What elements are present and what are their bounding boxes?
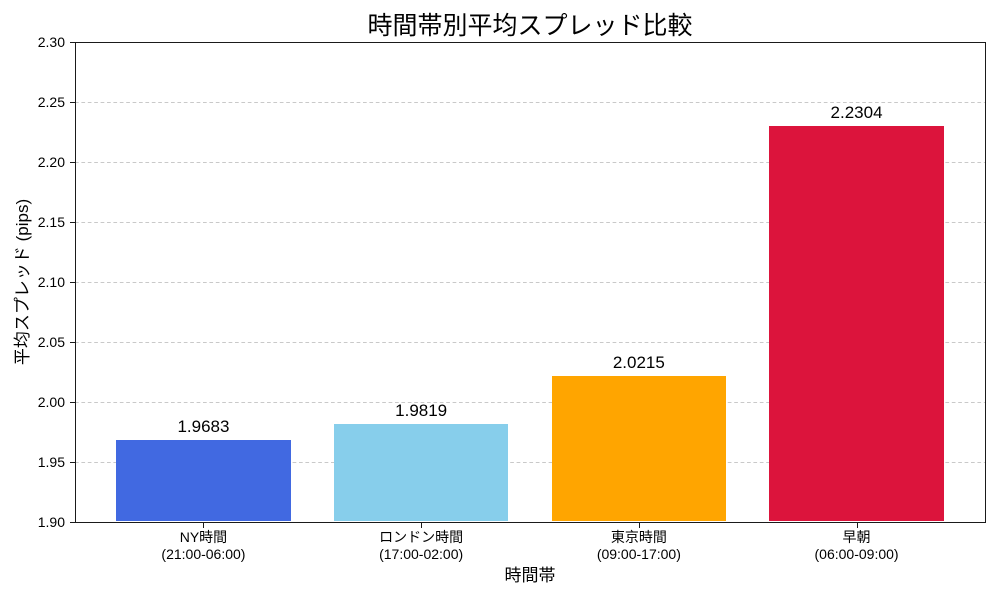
y-tick-label: 2.10 (37, 273, 65, 290)
bar-value-label: 1.9683 (177, 417, 230, 437)
bar-value-label: 2.0215 (612, 353, 665, 373)
x-tick-label: 早朝 (06:00-09:00) (814, 529, 899, 562)
y-tick-label: 2.15 (37, 213, 65, 230)
y-tick-label: 2.05 (37, 333, 65, 350)
x-tick-label: 東京時間 (09:00-17:00) (596, 529, 681, 562)
y-tick-label: 2.00 (37, 393, 65, 410)
y-tick-label: 2.30 (37, 33, 65, 50)
bar-value-label: 1.9819 (395, 400, 448, 420)
plot-area-border (75, 42, 986, 523)
y-tick-label: 2.25 (37, 93, 65, 110)
x-tick-label: NY時間 (21:00-06:00) (161, 529, 246, 562)
x-axis-label: 時間帯 (504, 566, 556, 585)
y-tick-label: 1.95 (37, 453, 65, 470)
x-tick-label: ロンドン時間 (17:00-02:00) (379, 529, 464, 562)
y-tick-label: 2.20 (37, 153, 65, 170)
chart-title: 時間帯別平均スプレッド比較 (367, 12, 693, 40)
y-axis-label-text: 平均スプレッド (pips) (13, 198, 32, 366)
bar-value-label: 2.2304 (830, 102, 883, 122)
y-tick-label: 1.90 (37, 513, 65, 530)
